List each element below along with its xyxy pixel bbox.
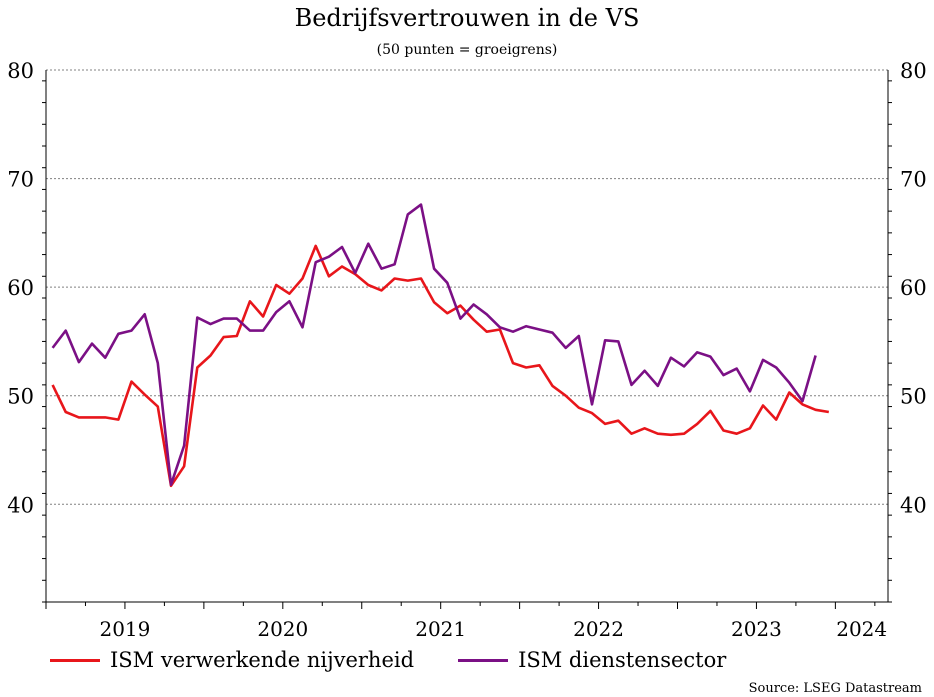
- y-tick-label-right-50: 50: [900, 385, 927, 409]
- chart-title: Bedrijfsvertrouwen in de VS: [294, 4, 640, 32]
- y-tick-label-left-60: 60: [7, 276, 34, 300]
- legend-item-manufacturing: ISM verwerkende nijverheid: [50, 648, 414, 672]
- y-tick-label-right-80: 80: [900, 59, 927, 83]
- x-tick-label-2020: 2020: [257, 617, 308, 641]
- legend-item-services: ISM dienstensector: [458, 648, 726, 672]
- source-note: Source: LSEG Datastream: [748, 681, 922, 696]
- y-tick-label-left-40: 40: [7, 493, 34, 517]
- x-tick-label-2024: 2024: [836, 617, 887, 641]
- legend-swatch-manufacturing: [50, 658, 100, 662]
- x-tick-label-2019: 2019: [99, 617, 150, 641]
- legend-label-services: ISM dienstensector: [518, 648, 727, 672]
- x-tick-label-2023: 2023: [731, 617, 782, 641]
- legend-swatch-services: [458, 658, 509, 662]
- y-tick-label-left-50: 50: [7, 385, 34, 409]
- x-tick-label-2022: 2022: [573, 617, 624, 641]
- series-line-manufacturing: [51, 244, 830, 488]
- series-line-services: [51, 203, 817, 487]
- chart-subtitle: (50 punten = groeigrens): [376, 42, 558, 58]
- y-tick-label-left-80: 80: [7, 59, 34, 83]
- chart-legend: ISM verwerkende nijverheid ISM dienstens…: [50, 648, 770, 672]
- x-tick-label-2021: 2021: [415, 617, 466, 641]
- y-tick-label-right-60: 60: [900, 276, 927, 300]
- y-tick-label-left-70: 70: [7, 168, 34, 192]
- y-tick-label-right-70: 70: [900, 168, 927, 192]
- legend-label-manufacturing: ISM verwerkende nijverheid: [110, 648, 415, 672]
- y-tick-label-right-40: 40: [900, 493, 927, 517]
